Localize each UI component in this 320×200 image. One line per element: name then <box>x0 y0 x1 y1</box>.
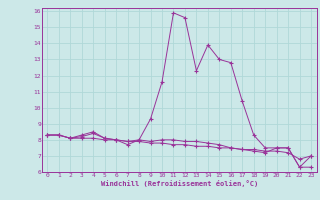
X-axis label: Windchill (Refroidissement éolien,°C): Windchill (Refroidissement éolien,°C) <box>100 180 258 187</box>
